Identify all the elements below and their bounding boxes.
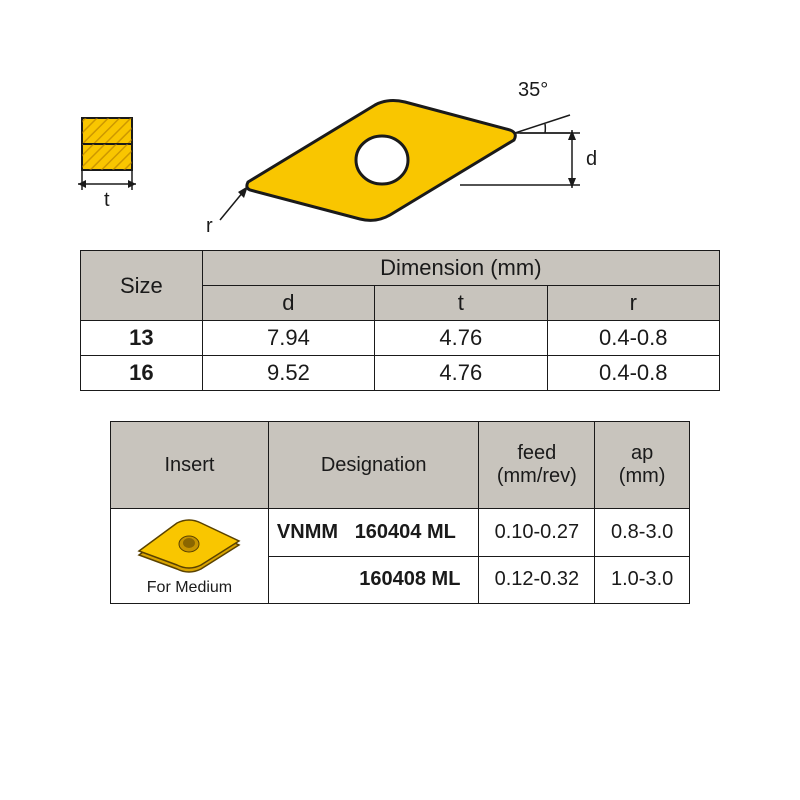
ap-cell: 1.0-3.0: [595, 556, 690, 604]
designation-cell: 160408 ML: [268, 556, 479, 604]
insert-header: Insert: [111, 422, 269, 509]
r-label: r: [206, 215, 213, 237]
r-cell: 0.4-0.8: [547, 356, 719, 391]
series-label: VNMM: [277, 521, 338, 543]
feed-cell: 0.10-0.27: [479, 509, 595, 557]
insert-icon-cell: For Medium: [111, 509, 269, 604]
table-row: For Medium VNMM 160404 ML 0.10-0.27 0.8-…: [111, 509, 690, 557]
d-label: d: [586, 148, 597, 170]
ap-header: ap (mm): [595, 422, 690, 509]
size-header: Size: [81, 251, 203, 321]
size-cell: 13: [81, 321, 203, 356]
d-header: d: [202, 286, 374, 321]
insert-caption: For Medium: [147, 579, 232, 597]
t-cell: 4.76: [375, 356, 547, 391]
table-row: 13 7.94 4.76 0.4-0.8: [81, 321, 720, 356]
table-row: 16 9.52 4.76 0.4-0.8: [81, 356, 720, 391]
dimension-header: Dimension (mm): [202, 251, 719, 286]
d-cell: 9.52: [202, 356, 374, 391]
feed-cell: 0.12-0.32: [479, 556, 595, 604]
designation-header: Designation: [268, 422, 479, 509]
size-cell: 16: [81, 356, 203, 391]
spec-table: Insert Designation feed (mm/rev) ap (mm)…: [110, 421, 690, 604]
r-header: r: [547, 286, 719, 321]
dimension-table: Size Dimension (mm) d t r 13 7.94 4.76 0…: [80, 250, 720, 391]
code-label: 160408 ML: [359, 568, 460, 590]
side-view-diagram: t: [70, 110, 160, 235]
r-cell: 0.4-0.8: [547, 321, 719, 356]
t-header: t: [375, 286, 547, 321]
angle-label: 35°: [518, 79, 548, 101]
t-cell: 4.76: [375, 321, 547, 356]
ap-cell: 0.8-3.0: [595, 509, 690, 557]
code-label: 160404 ML: [355, 521, 456, 543]
d-cell: 7.94: [202, 321, 374, 356]
t-label: t: [104, 189, 110, 211]
insert-icon: [129, 515, 249, 575]
designation-cell: VNMM 160404 ML: [268, 509, 479, 557]
top-view-diagram: 35° d r: [200, 60, 620, 245]
feed-header: feed (mm/rev): [479, 422, 595, 509]
diagram-area: t 35° d r: [60, 40, 740, 240]
